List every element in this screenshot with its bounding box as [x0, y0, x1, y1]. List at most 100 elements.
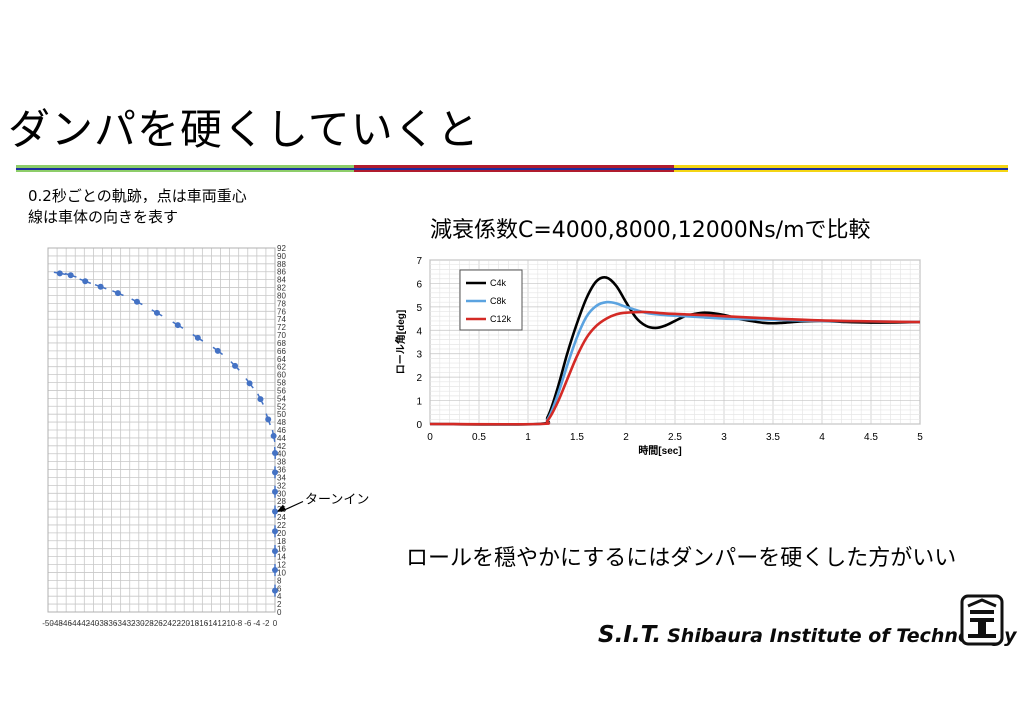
y-tick-label: 42 — [277, 442, 286, 451]
y-tick-label: 16 — [277, 545, 286, 554]
y-tick-label: 18 — [277, 537, 286, 546]
x-tick-label: -22 — [169, 619, 181, 628]
y-tick-label: 46 — [277, 426, 286, 435]
y-tick-label: 64 — [277, 355, 286, 364]
x-tick-label: -50 — [42, 619, 54, 628]
y-tick-label: 84 — [277, 276, 286, 285]
trajectory-point — [194, 334, 201, 341]
x-tick-label: -44 — [69, 619, 81, 628]
chart-title: 減衰係数C=4000,8000,12000Ns/mで比較 — [430, 218, 871, 243]
x-tick-label: -18 — [187, 619, 199, 628]
x-tick-label: -16 — [197, 619, 209, 628]
x-tick-label: -38 — [97, 619, 109, 628]
x-tick-label: 0 — [273, 619, 278, 628]
trajectory-point — [265, 416, 272, 423]
y-tick-label: 20 — [277, 529, 286, 538]
y-tick-label: 92 — [277, 244, 286, 253]
y-tick-label: 36 — [277, 466, 286, 475]
legend-label-C8k: C8k — [490, 296, 507, 306]
x-tick-label: -4 — [253, 619, 261, 628]
y-tick-label: 86 — [277, 268, 286, 277]
x-tick-label: -20 — [178, 619, 190, 628]
x-tick-label: 3.5 — [766, 432, 780, 443]
legend-label-C12k: C12k — [490, 314, 512, 324]
y-tick-label: 78 — [277, 299, 286, 308]
trajectory-point — [97, 283, 104, 290]
series-line-C12k — [429, 310, 921, 426]
caption-line-2: 線は車体の向きを表す — [28, 208, 179, 226]
y-tick-label: 82 — [277, 284, 286, 293]
trajectory-point — [153, 309, 160, 316]
x-tick-label: -28 — [142, 619, 154, 628]
trajectory-point — [114, 290, 121, 297]
y-tick-label: 54 — [277, 394, 286, 403]
y-tick-label: 50 — [277, 410, 286, 419]
y-tick-label: 3 — [416, 350, 422, 361]
y-tick-label: 68 — [277, 339, 286, 348]
x-tick-label: -2 — [262, 619, 270, 628]
trajectory-point — [272, 469, 278, 476]
university-emblem-icon — [960, 594, 1004, 646]
footer-institute-name: Shibaura Institute of Technology — [667, 625, 1017, 647]
x-tick-label: 1 — [525, 432, 531, 443]
trajectory-point — [232, 362, 239, 369]
y-tick-label: 66 — [277, 347, 286, 356]
y-tick-label: 2 — [416, 373, 422, 384]
y-tick-label: 7 — [416, 256, 422, 267]
trajectory-point — [272, 528, 278, 535]
y-tick-label: 2 — [277, 600, 282, 609]
y-tick-label: 90 — [277, 252, 286, 261]
y-tick-label: 34 — [277, 473, 286, 482]
y-tick-label: 76 — [277, 307, 286, 316]
footer-brand: S.I.T. Shibaura Institute of Technology — [598, 622, 1017, 648]
x-tick-label: 5 — [917, 432, 923, 443]
trajectory-point — [272, 488, 278, 495]
x-tick-label: -36 — [106, 619, 118, 628]
y-tick-label: 28 — [277, 497, 286, 506]
trajectory-point — [174, 322, 181, 329]
trajectory-point — [272, 567, 278, 574]
y-tick-label: 62 — [277, 363, 286, 372]
y-axis-label: ロール角[deg] — [394, 310, 407, 374]
y-tick-label: 22 — [277, 521, 286, 530]
x-tick-label: 4 — [819, 432, 825, 443]
x-tick-label: -32 — [124, 619, 136, 628]
x-tick-label: -30 — [133, 619, 145, 628]
y-tick-label: 44 — [277, 434, 286, 443]
series-line-C4k — [429, 276, 921, 426]
x-tick-label: 0 — [427, 432, 433, 443]
x-tick-label: -8 — [235, 619, 243, 628]
y-tick-label: 10 — [277, 568, 286, 577]
trajectory-caption: 0.2秒ごとの軌跡，点は車両重心 線は車体の向きを表す — [28, 186, 247, 228]
trajectory-point — [246, 380, 253, 387]
trajectory-point — [133, 298, 140, 305]
x-tick-label: -46 — [60, 619, 72, 628]
y-tick-label: 12 — [277, 561, 286, 570]
y-tick-label: 0 — [416, 420, 422, 431]
x-tick-label: -6 — [244, 619, 252, 628]
x-tick-label: 1.5 — [570, 432, 584, 443]
trajectory-chart: -50-48-46-44-42-40-38-36-34-32-30-28-26-… — [42, 244, 369, 628]
y-tick-label: 60 — [277, 371, 286, 380]
y-tick-label: 4 — [277, 592, 282, 601]
plot-area-border — [47, 247, 276, 613]
x-tick-label: 2 — [623, 432, 629, 443]
trajectory-point — [257, 396, 264, 403]
y-tick-label: 56 — [277, 386, 286, 395]
x-tick-label: -24 — [160, 619, 172, 628]
annotation-turn-in: ターンイン — [305, 492, 369, 507]
x-tick-label: 2.5 — [668, 432, 682, 443]
y-tick-label: 4 — [416, 326, 422, 337]
trajectory-point — [67, 272, 74, 279]
x-tick-label: 0.5 — [472, 432, 486, 443]
x-tick-label: -10 — [224, 619, 236, 628]
trajectory-point — [272, 587, 278, 594]
y-tick-label: 6 — [277, 584, 282, 593]
trajectory-point — [272, 508, 278, 515]
trajectory-point — [82, 278, 89, 285]
x-tick-label: 3 — [721, 432, 727, 443]
y-tick-label: 6 — [416, 279, 422, 290]
y-tick-label: 8 — [277, 576, 282, 585]
y-tick-label: 70 — [277, 331, 286, 340]
series-line-C8k — [429, 300, 921, 426]
